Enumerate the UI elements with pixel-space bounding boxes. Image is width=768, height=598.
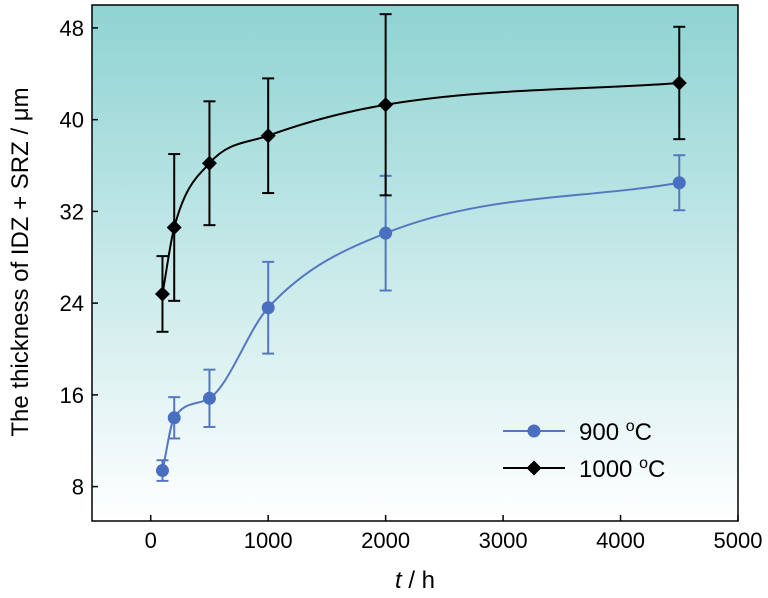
y-tick-label: 40 <box>60 108 84 133</box>
plot-background <box>92 5 738 521</box>
series-1000-point <box>166 219 182 235</box>
series-1000-point <box>260 128 276 144</box>
series-900-point <box>202 391 216 405</box>
y-axis-title: The thickness of IDZ + SRZ / μm <box>7 87 34 436</box>
series-1000-point <box>671 75 687 91</box>
legend-900-marker <box>527 424 541 438</box>
y-tick-label: 8 <box>72 475 84 500</box>
series-900-point <box>672 176 686 190</box>
x-tick-label: 4000 <box>596 528 645 553</box>
series-900-point <box>261 301 275 315</box>
x-axis-title: t / h <box>395 567 435 594</box>
x-axis-title-unit: / h <box>402 567 435 594</box>
x-axis-title-variable: t <box>395 567 403 594</box>
x-tick-label: 3000 <box>479 528 528 553</box>
y-tick-label: 16 <box>60 383 84 408</box>
legend-1000-label: 1000 oC <box>579 455 665 483</box>
x-tick-label: 2000 <box>361 528 410 553</box>
x-tick-label: 0 <box>145 528 157 553</box>
data-markers <box>154 75 687 478</box>
legend-900-label: 900 oC <box>579 418 652 446</box>
y-tick-label: 48 <box>60 16 84 41</box>
series-1000-point <box>378 97 394 113</box>
series-900-point <box>155 464 169 478</box>
series-1000-point <box>201 155 217 171</box>
y-tick-label: 32 <box>60 199 84 224</box>
series-900-point <box>379 226 393 240</box>
x-tick-label: 5000 <box>714 528 763 553</box>
legend-1000-marker <box>526 460 542 476</box>
plot-frame <box>91 4 739 522</box>
x-axis-ticks: 0 1000 2000 3000 4000 5000 <box>145 515 763 553</box>
x-tick-label: 1000 <box>244 528 293 553</box>
series-1000-point <box>154 286 170 302</box>
y-tick-label: 24 <box>60 291 84 316</box>
series-900-point <box>167 411 181 425</box>
y-axis-ticks: 8 16 24 32 40 48 <box>60 16 98 500</box>
legend: 900 oC 1000 oC <box>503 418 665 483</box>
